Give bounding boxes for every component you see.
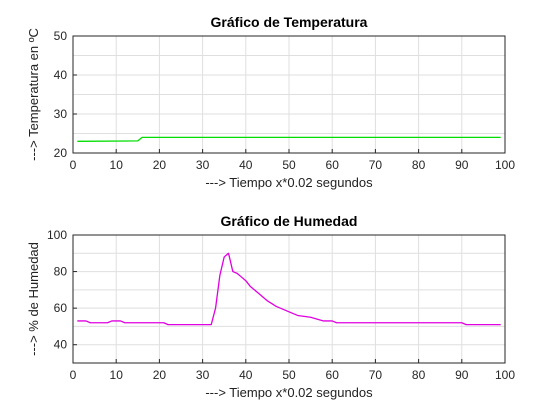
humidity-y-tick-label: 100 <box>47 228 67 242</box>
humidity-x-tick-label: 90 <box>455 368 469 382</box>
humidity-x-tick-label: 100 <box>495 368 515 382</box>
temperature-chart-title: Gráfico de Temperatura <box>211 14 368 30</box>
temperature-x-tick-label: 70 <box>369 158 383 172</box>
temperature-x-tick-label: 60 <box>326 158 340 172</box>
temperature-y-tick-label: 40 <box>54 68 68 82</box>
temperature-x-tick-label: 80 <box>412 158 426 172</box>
temperature-x-tick-label: 40 <box>239 158 253 172</box>
humidity-x-tick-label: 20 <box>153 368 167 382</box>
humidity-chart-title: Gráfico de Humedad <box>221 213 358 229</box>
temperature-series-line <box>77 136 501 142</box>
temperature-y-tick-label: 30 <box>54 107 68 121</box>
humidity-x-tick-label: 70 <box>369 368 383 382</box>
humidity-x-tick-label: 50 <box>282 368 296 382</box>
temperature-x-tick-label: 90 <box>455 158 469 172</box>
temperature-x-tick-label: 0 <box>70 158 77 172</box>
temperature-x-tick-label: 30 <box>196 158 210 172</box>
temperature-x-tick-label: 20 <box>153 158 167 172</box>
humidity-y-tick-label: 60 <box>54 301 68 315</box>
temperature-y-tick-label: 50 <box>54 29 68 43</box>
humidity-y-tick-label: 80 <box>54 265 68 279</box>
humidity-x-tick-label: 80 <box>412 368 426 382</box>
temperature-y-tick-label: 20 <box>54 146 68 160</box>
temperature-chart: 0 10 20 30 40 50 60 70 80 90 100 20 30 40 50 Gráfico de… <box>26 14 515 190</box>
humidity-y-tick-label: 40 <box>54 338 68 352</box>
temperature-x-tick-label: 10 <box>110 158 124 172</box>
humidity-x-tick-label: 10 <box>110 368 124 382</box>
humidity-chart: 0 10 20 30 40 50 60 70 80 90 100 40 60 80 100 Gráfico d… <box>26 213 515 400</box>
temperature-x-axis-label: ---> Tiempo x*0.02 segundos <box>205 175 373 190</box>
humidity-x-tick-label: 60 <box>326 368 340 382</box>
humidity-y-axis-label: ---> % de Humedad <box>26 242 41 356</box>
temperature-x-tick-label: 50 <box>282 158 296 172</box>
humidity-x-tick-label: 30 <box>196 368 210 382</box>
temperature-x-tick-label: 100 <box>495 158 515 172</box>
humidity-x-tick-label: 40 <box>239 368 253 382</box>
humidity-x-axis-label: ---> Tiempo x*0.02 segundos <box>205 385 373 400</box>
humidity-x-tick-label: 0 <box>70 368 77 382</box>
temperature-y-axis-label: ---> Temperatura en ºC <box>26 28 41 161</box>
humidity-series-line <box>77 252 501 326</box>
